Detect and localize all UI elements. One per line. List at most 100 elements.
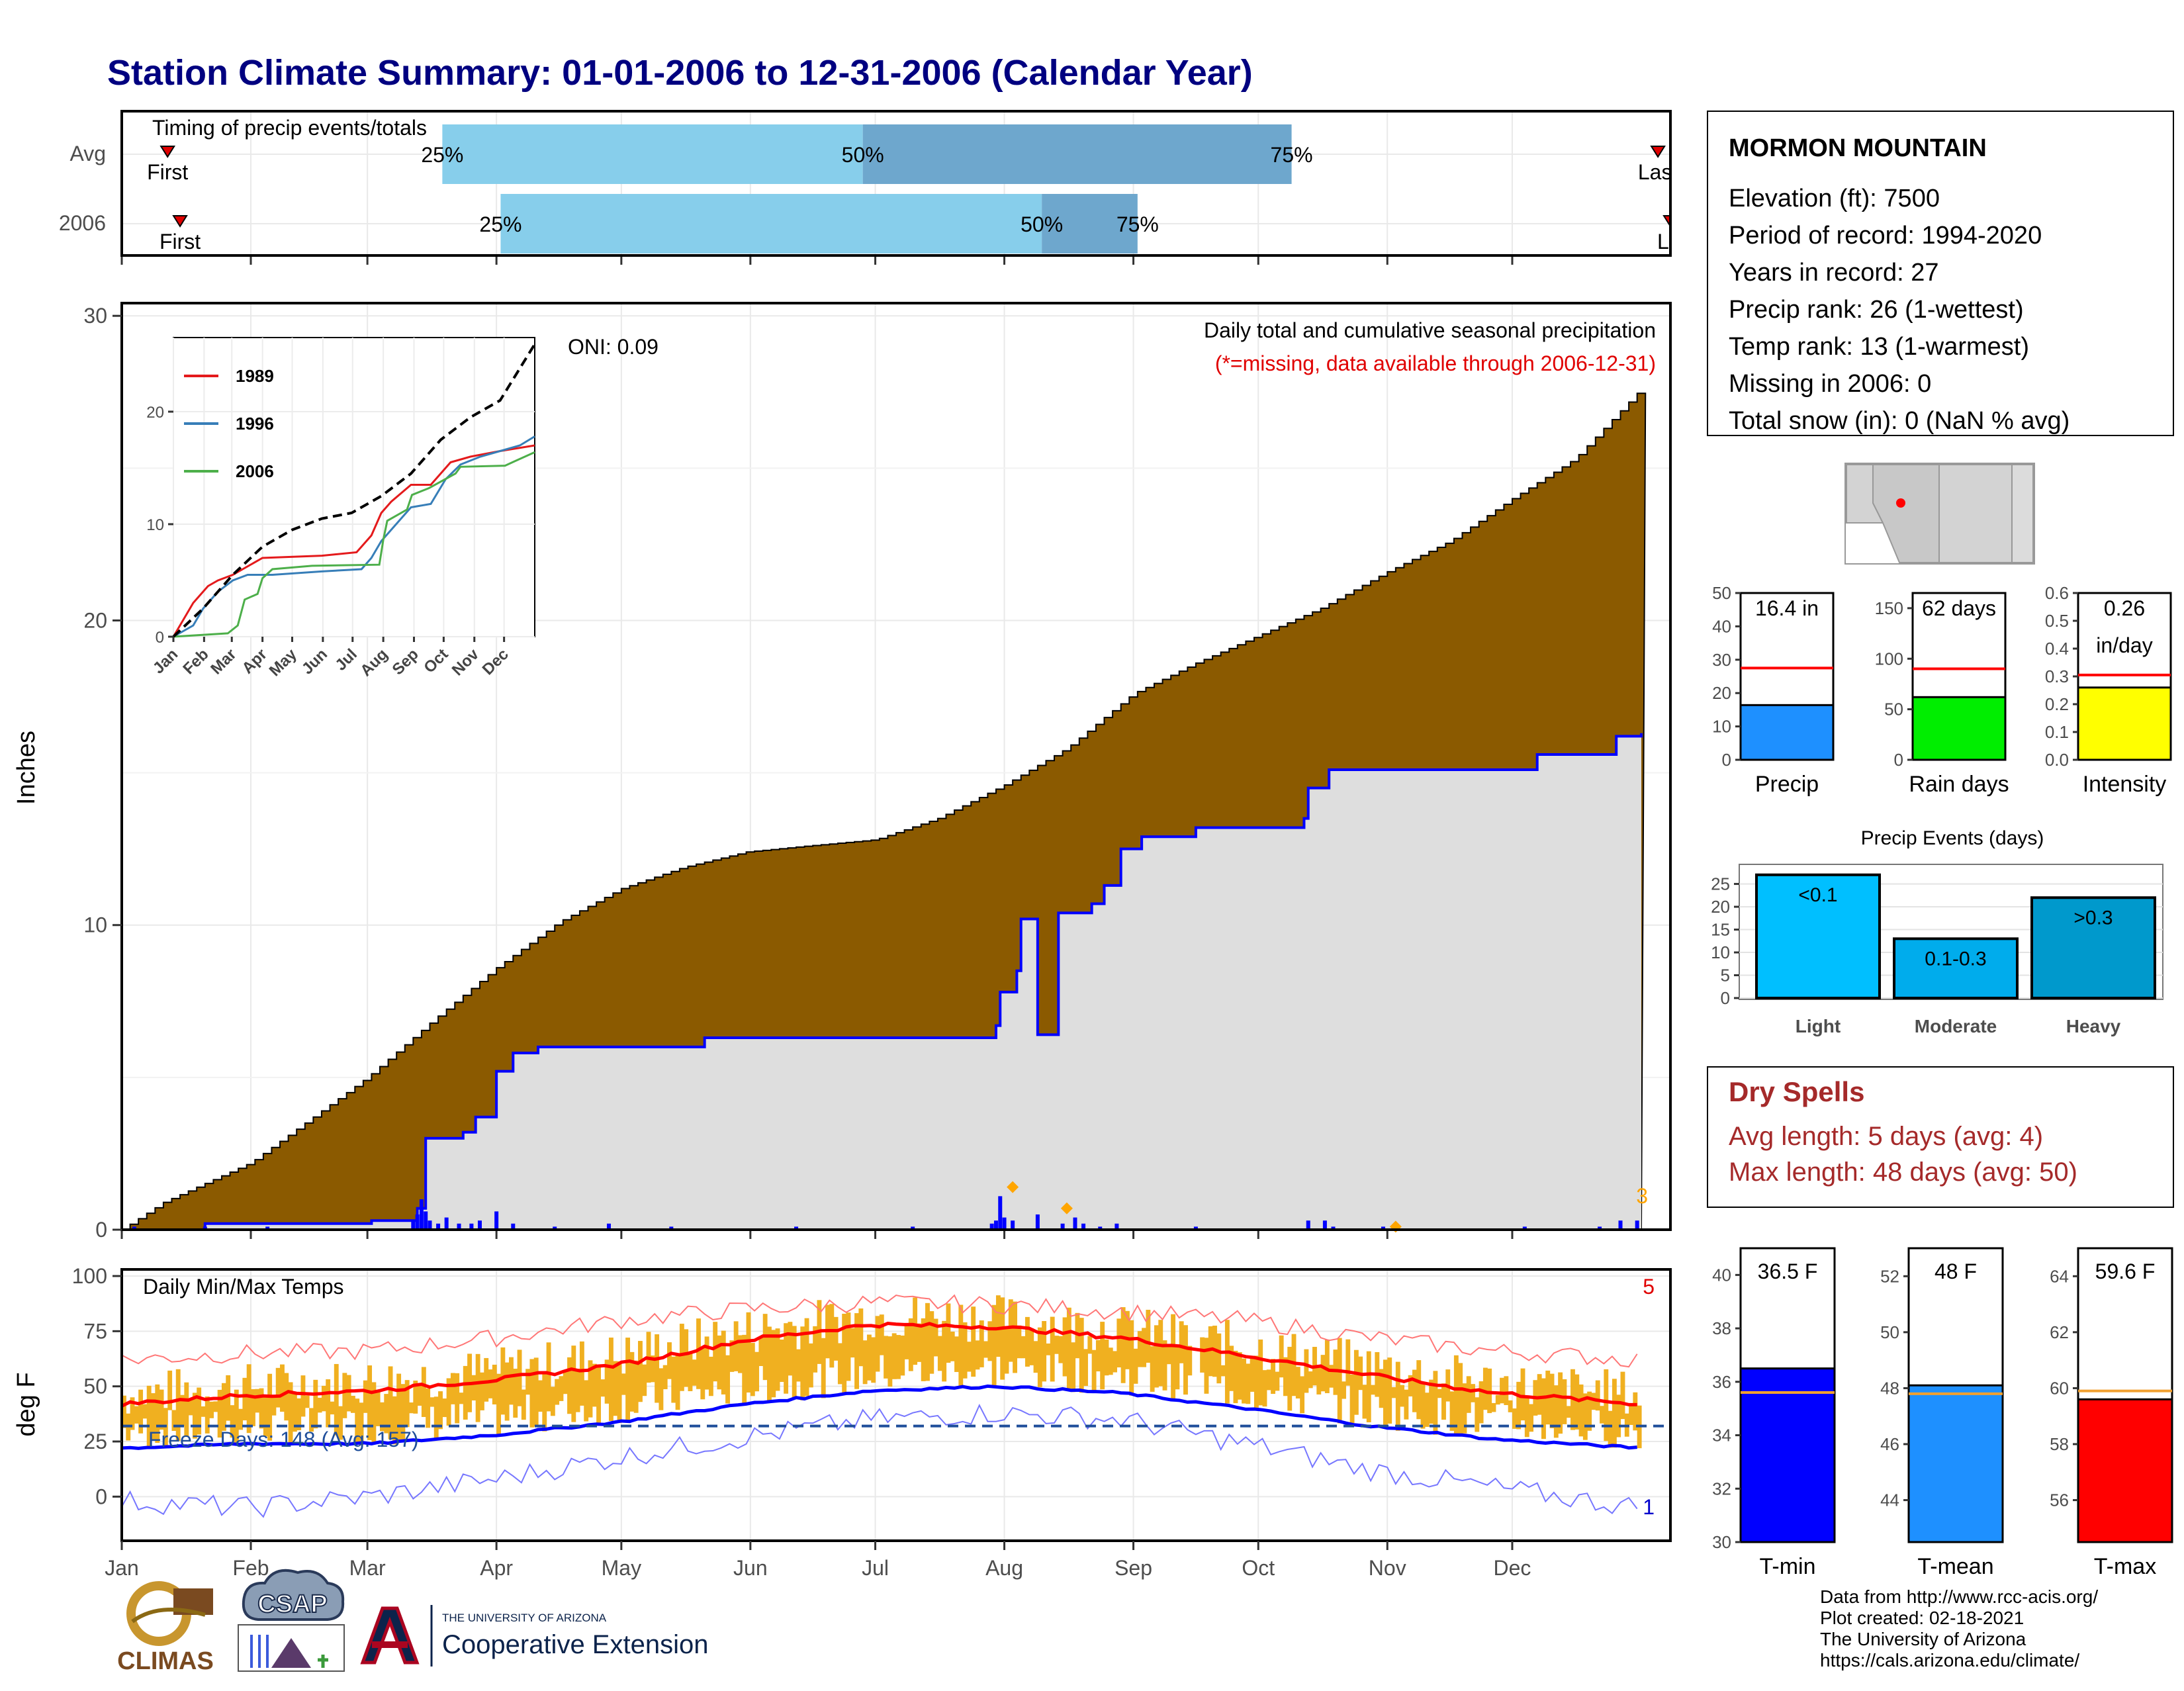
observed-cumulative-line bbox=[122, 733, 1643, 1231]
daily-temp-bar bbox=[367, 1365, 373, 1440]
month-label: Aug bbox=[985, 1556, 1023, 1580]
daily-temp-bar bbox=[1529, 1404, 1534, 1432]
daily-temp-bar bbox=[966, 1342, 972, 1372]
footer-credits: Data from http://www.rcc-acis.org/Plot c… bbox=[1820, 1586, 2098, 1670]
daily-temp-bar bbox=[542, 1374, 547, 1432]
daily-temp-bar bbox=[350, 1395, 355, 1413]
daily-temp-bar bbox=[251, 1389, 255, 1426]
daily-temp-bar bbox=[1100, 1322, 1105, 1390]
daily-temp-bar bbox=[442, 1398, 447, 1418]
daily-temp-bar bbox=[1129, 1320, 1134, 1396]
daily-temp-bar bbox=[217, 1389, 222, 1438]
mini-bar-value bbox=[1911, 696, 2007, 761]
dry-spells-max: Max length: 48 days (avg: 50) bbox=[1729, 1158, 2077, 1187]
station-info-line: Precip rank: 26 (1-wettest) bbox=[1729, 296, 2024, 324]
daily-temp-bar bbox=[355, 1398, 360, 1445]
daily-temp-bar bbox=[638, 1341, 643, 1402]
daily-temp-bar bbox=[167, 1370, 173, 1410]
daily-precip-bar bbox=[1381, 1226, 1385, 1230]
daily-precip-bar bbox=[1306, 1220, 1310, 1230]
temp-bar-ytick-label: 44 bbox=[1880, 1490, 1899, 1510]
daily-temp-bar bbox=[388, 1366, 393, 1440]
daily-temp-bar bbox=[592, 1363, 597, 1407]
daily-temp-bar bbox=[1458, 1363, 1463, 1435]
daily-temp-bar bbox=[1304, 1349, 1309, 1393]
daily-temp-bar bbox=[259, 1388, 264, 1429]
daily-temp-bar bbox=[1171, 1314, 1176, 1402]
daily-temp-bar bbox=[1083, 1349, 1088, 1387]
daily-temp-bar bbox=[421, 1367, 426, 1417]
inset-legend-label: 2006 bbox=[236, 461, 274, 481]
inset-ytick-label: 0 bbox=[156, 629, 164, 647]
daily-temp-bar bbox=[721, 1330, 726, 1394]
timing-q25-label: 25% bbox=[421, 143, 463, 167]
daily-precip-bar bbox=[415, 1214, 420, 1230]
daily-temp-bar bbox=[1466, 1376, 1471, 1413]
precip-event-bar bbox=[2030, 896, 2156, 1000]
daily-temp-bar bbox=[513, 1369, 518, 1418]
daily-precip-bar bbox=[911, 1226, 915, 1230]
precip-event-bar bbox=[1755, 873, 1881, 999]
daily-temp-bar bbox=[784, 1323, 789, 1394]
precip-missing-note: (*=missing, data available through 2006-… bbox=[1215, 351, 1656, 375]
temp-bar-value-label: 36.5 F bbox=[1758, 1259, 1818, 1283]
daily-temp-bar bbox=[600, 1379, 606, 1397]
daily-temp-bar bbox=[1162, 1340, 1167, 1391]
inset-series-line bbox=[172, 444, 535, 637]
daily-temp-bar bbox=[962, 1322, 968, 1379]
daily-temp-bar bbox=[1142, 1328, 1147, 1367]
daily-precip-bar bbox=[419, 1199, 424, 1230]
daily-precip-bar bbox=[411, 1220, 416, 1230]
daily-temp-bar bbox=[608, 1337, 614, 1422]
footer-line: Plot created: 02-18-2021 bbox=[1820, 1608, 2024, 1628]
daily-temp-bar bbox=[613, 1361, 618, 1416]
daily-temp-bar bbox=[1353, 1349, 1359, 1415]
daily-temp-bar bbox=[904, 1325, 909, 1359]
daily-temp-bar bbox=[891, 1333, 897, 1379]
temp-corner-lo: 1 bbox=[1643, 1495, 1655, 1519]
station-info-box: MORMON MOUNTAIN Elevation (ft): 7500 Peri… bbox=[1707, 111, 2174, 436]
daily-temp-bar bbox=[792, 1326, 797, 1398]
timing-bar-50-75 bbox=[862, 124, 1292, 184]
daily-precip-bar bbox=[494, 1211, 499, 1230]
daily-temp-bar bbox=[1537, 1374, 1542, 1415]
daily-temp-bar bbox=[1595, 1380, 1600, 1411]
precip-events-chart: Precip Events (days) 0510152025<0.1Light… bbox=[1711, 827, 2163, 1036]
daily-temp-bar bbox=[1391, 1387, 1396, 1398]
timing-bar-25-50 bbox=[442, 124, 863, 184]
daily-temp-bar bbox=[1050, 1316, 1055, 1382]
csap-logo: CSAP bbox=[238, 1569, 345, 1672]
temp-bar-value-label: 59.6 F bbox=[2095, 1259, 2156, 1283]
daily-temp-bar bbox=[1633, 1392, 1638, 1431]
temp-bar-ytick-label: 34 bbox=[1712, 1426, 1731, 1445]
daily-temp-bar bbox=[1412, 1369, 1417, 1412]
daily-temp-bar bbox=[887, 1336, 893, 1387]
mini-bar-ytick-label: 0.3 bbox=[2045, 666, 2069, 686]
daily-temp-bar bbox=[404, 1380, 410, 1428]
daily-temp-bar bbox=[813, 1326, 818, 1373]
daily-temp-bar bbox=[1516, 1381, 1522, 1430]
daily-precip-bar bbox=[1002, 1217, 1007, 1230]
heavy-precip-marker bbox=[1060, 1202, 1073, 1214]
daily-precip-bar bbox=[444, 1217, 449, 1230]
month-label: Nov bbox=[1369, 1556, 1406, 1580]
daily-temp-bar bbox=[1150, 1346, 1155, 1392]
daily-temp-bar bbox=[746, 1312, 751, 1393]
daily-temp-bar bbox=[584, 1380, 589, 1422]
daily-temp-bar bbox=[987, 1321, 993, 1361]
record-min-line bbox=[121, 1403, 1638, 1518]
daily-temp-bar bbox=[1433, 1371, 1438, 1435]
daily-temp-bar bbox=[733, 1321, 739, 1371]
daily-temp-bar bbox=[737, 1335, 743, 1373]
daily-temp-bar bbox=[533, 1357, 539, 1427]
daily-temp-bar bbox=[1429, 1379, 1434, 1424]
daily-temp-bar bbox=[433, 1396, 439, 1439]
daily-temp-bar bbox=[1133, 1348, 1138, 1384]
daily-temp-bar bbox=[488, 1369, 493, 1398]
events-ytick-label: 20 bbox=[1711, 897, 1730, 917]
climas-logo-text: CLIMAS bbox=[117, 1647, 214, 1675]
daily-temp-bar bbox=[1366, 1351, 1371, 1423]
daily-temp-bar bbox=[1308, 1371, 1313, 1389]
station-info-line: Period of record: 1994-2020 bbox=[1729, 222, 2042, 250]
first-event-label: First bbox=[159, 230, 201, 253]
